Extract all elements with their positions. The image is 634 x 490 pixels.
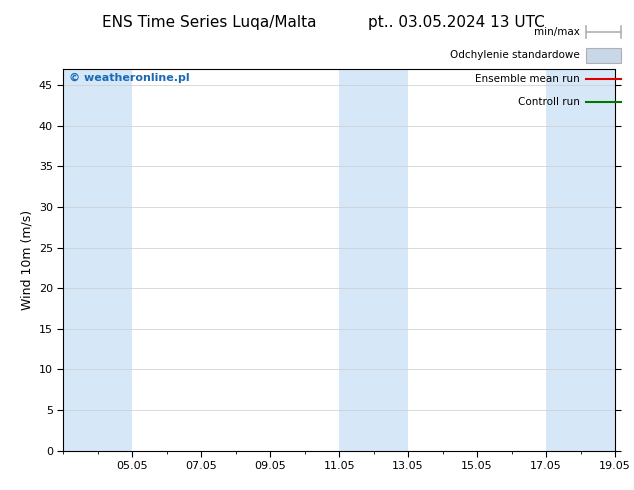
Bar [339, 69, 408, 451]
Text: Ensemble mean run: Ensemble mean run [476, 74, 580, 84]
Text: Controll run: Controll run [518, 98, 580, 107]
Text: min/max: min/max [534, 27, 580, 37]
Bar [63, 69, 133, 451]
Bar [546, 69, 615, 451]
Y-axis label: Wind 10m (m/s): Wind 10m (m/s) [20, 210, 34, 310]
Text: © weatheronline.pl: © weatheronline.pl [69, 73, 190, 82]
Text: ENS Time Series Luqa/Malta: ENS Time Series Luqa/Malta [102, 15, 316, 30]
Text: pt.. 03.05.2024 13 UTC: pt.. 03.05.2024 13 UTC [368, 15, 545, 30]
Text: Odchylenie standardowe: Odchylenie standardowe [450, 50, 580, 60]
